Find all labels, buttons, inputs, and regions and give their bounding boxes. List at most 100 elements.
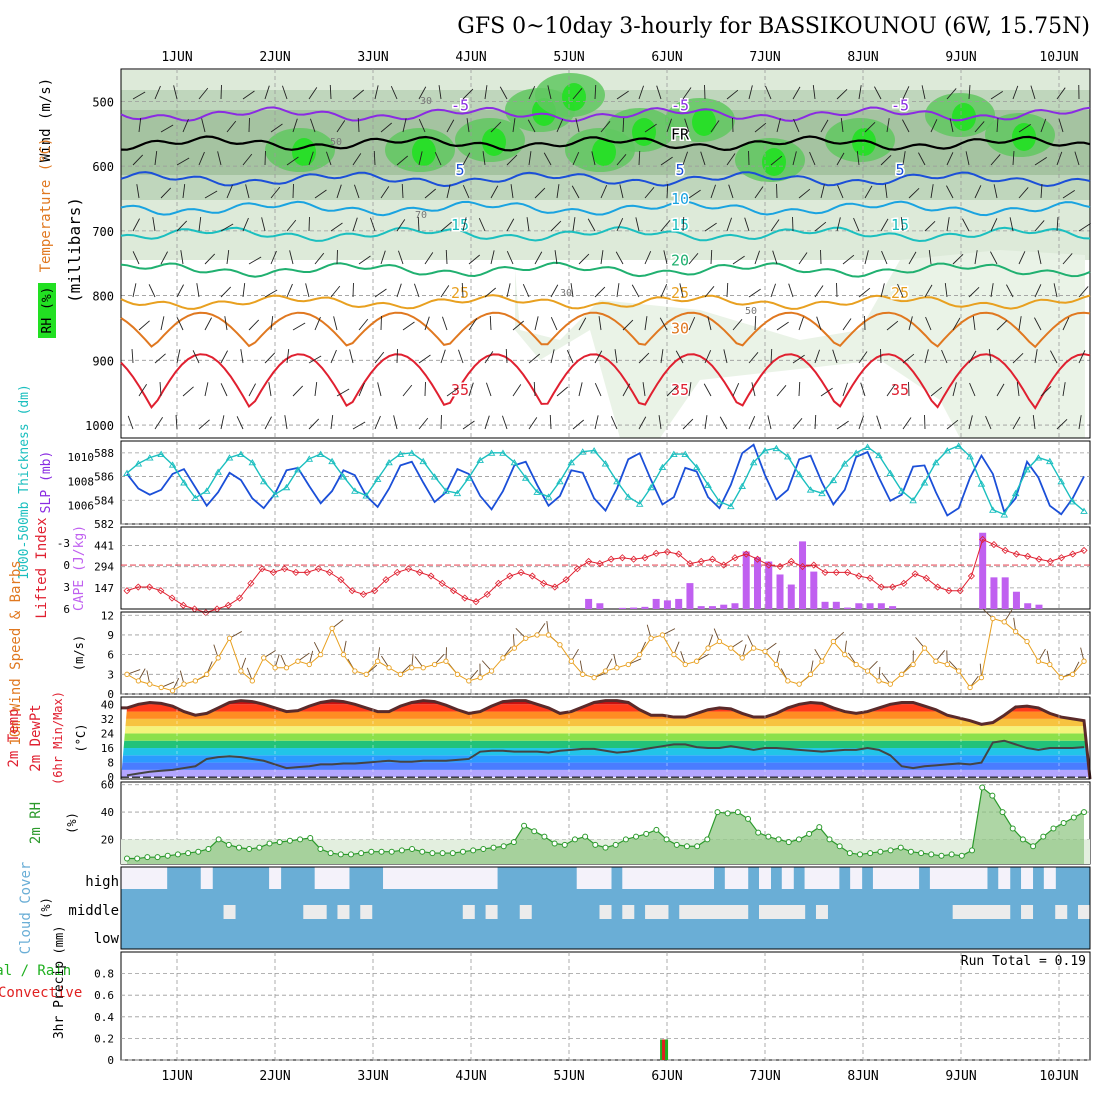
- wind-barb: [377, 382, 382, 397]
- wind-speed-marker: [967, 684, 973, 691]
- wind-barb: [1056, 217, 1059, 232]
- wind-tick: 9: [107, 629, 114, 642]
- rh-marker: [297, 836, 304, 843]
- li-marker: [292, 568, 300, 576]
- li-marker: [382, 576, 390, 584]
- li-marker: [236, 594, 244, 602]
- wind-barb: [204, 317, 212, 331]
- wind-barb: [682, 216, 685, 232]
- rh-marker: [429, 850, 436, 857]
- cloud-mid-gap: [952, 905, 965, 919]
- day-label-bottom: 10JUN: [1039, 1069, 1078, 1084]
- wind-barb: [644, 186, 655, 199]
- rh-marker: [561, 841, 568, 848]
- wind-speed-marker: [990, 615, 996, 622]
- wind-barb: [201, 118, 206, 133]
- day-label-top: 4JUN: [455, 50, 486, 65]
- wind-barb: [418, 151, 423, 166]
- wind-speed-marker: [295, 658, 301, 664]
- thickness-marker: [647, 483, 655, 491]
- wind-barb: [374, 85, 379, 100]
- li-marker: [753, 555, 762, 563]
- cloud-mid-gap: [986, 905, 999, 919]
- thickness-marker: [145, 454, 154, 461]
- wind-barb: [688, 252, 699, 265]
- rh-marker: [633, 833, 640, 840]
- temp-band: [121, 700, 1090, 705]
- wind-barb: [226, 250, 230, 265]
- wind-barb: [396, 219, 406, 232]
- thickness-marker: [840, 460, 849, 467]
- wind-barb: [502, 415, 508, 430]
- rh-marker: [235, 844, 242, 851]
- temp-tick: 32: [101, 713, 114, 726]
- chart-title: GFS 0~10day 3-hourly for BASSIKOUNOU (6W…: [457, 14, 1090, 39]
- cape-bar: [855, 603, 863, 609]
- wind-axis-label-wrap: Wind (m/s): [38, 78, 54, 162]
- wind-barb: [814, 349, 820, 364]
- wind-barb: [988, 349, 992, 364]
- wind-speed-marker: [580, 671, 586, 677]
- thickness-axis-label-wrap: 1000-500mb Thickness (dm): [17, 384, 32, 580]
- thickness-marker: [282, 483, 291, 491]
- wind-barb: [527, 119, 536, 133]
- thickness-marker: [521, 474, 530, 481]
- wind-speed-marker: [933, 658, 939, 664]
- thickness-marker: [875, 451, 883, 459]
- wind-barb: [138, 320, 150, 331]
- wind-barb: [442, 316, 448, 331]
- cloud-mid-gap: [770, 905, 783, 919]
- dewpt-axis-label-wrap: 2m DewPt: [28, 704, 44, 771]
- wind-speed-marker: [773, 661, 780, 668]
- wind-barb: [1078, 222, 1091, 232]
- wind-barb: [132, 218, 140, 232]
- wind-speed-marker: [511, 645, 518, 651]
- rh-marker: [449, 850, 456, 857]
- cloud-level-label: middle: [68, 903, 119, 919]
- li-marker: [596, 560, 604, 568]
- isotherm-label: 5: [455, 161, 464, 179]
- wind-barb: [245, 184, 250, 199]
- cloud-mid-gap: [656, 905, 669, 919]
- wind-barb: [284, 415, 288, 430]
- wind-barb: [952, 317, 961, 331]
- wind-barb: [1034, 220, 1045, 232]
- wind-speed-marker: [716, 638, 723, 645]
- wind-barb: [704, 350, 712, 364]
- slp-axis-label-wrap: SLP (mb): [39, 451, 54, 514]
- wind-barb: [924, 349, 929, 364]
- wind-barb: [792, 86, 801, 100]
- rh-marker: [755, 829, 762, 836]
- pressure-tick-label: 500: [92, 95, 114, 109]
- wind-barb: [484, 415, 490, 430]
- temp-axis-label-wrap: 2m Temp: [6, 708, 22, 767]
- thickness-marker: [259, 477, 268, 485]
- thickness-marker: [658, 463, 667, 471]
- wind-speed-marker: [762, 648, 768, 655]
- temp-frame: [120, 696, 1091, 780]
- cape-lifted-index-panel: -3 0 3 6 147 294 441 Lifted Index CAPE (J/kg): [34, 517, 1091, 619]
- wind-barb: [528, 86, 536, 100]
- cape-axis-label: CAPE (J/kg): [72, 525, 87, 611]
- wind-barb: [792, 354, 805, 364]
- wind-barb: [204, 382, 209, 397]
- wind-barb: [619, 184, 624, 199]
- wind-barb: [921, 85, 926, 100]
- cape-bar: [1035, 604, 1043, 609]
- cloud-high-gap: [326, 867, 339, 889]
- rh-marker: [337, 851, 344, 858]
- rh-marker: [907, 848, 914, 855]
- cloud-high-gap: [394, 867, 407, 889]
- isotherm-line: [120, 294, 1091, 310]
- wind-barb: [152, 217, 156, 232]
- li-marker: [393, 568, 401, 576]
- cloud-high-gap: [781, 867, 794, 889]
- wind-barb: [770, 219, 780, 232]
- thickness-marker: [897, 487, 906, 494]
- wind-barb: [154, 85, 161, 100]
- day-label-bottom: 4JUN: [455, 1069, 486, 1084]
- wind-barb: [308, 418, 320, 430]
- cape-bar: [799, 541, 807, 609]
- wind-barb: [1074, 151, 1080, 166]
- wind-barb: [248, 319, 260, 331]
